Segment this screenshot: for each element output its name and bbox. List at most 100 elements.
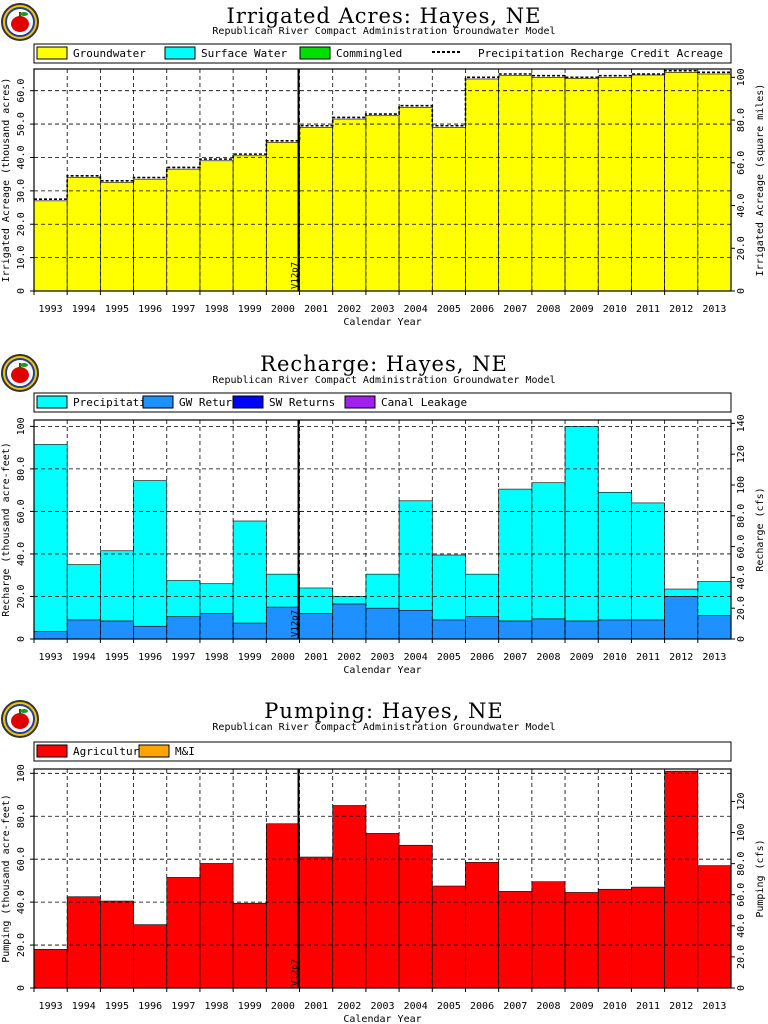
legend-swatch (138, 744, 170, 758)
x-tick-label: 2013 (702, 1001, 726, 1012)
y2-tick-label: 80.0 (736, 108, 747, 132)
legend-swatch (232, 395, 264, 409)
x-tick-label: 2010 (603, 652, 627, 663)
bar (332, 603, 367, 640)
legend-swatch (36, 744, 68, 758)
plot-frame (33, 419, 732, 640)
bar (498, 620, 533, 640)
x-tick-label: 2012 (669, 652, 693, 663)
x-tick-label: 2010 (603, 304, 627, 315)
y2-tick-label: 40.0 (736, 193, 747, 217)
plot-frame (33, 68, 732, 292)
chart-title: Irrigated Acres: Hayes, NE (226, 4, 542, 28)
x-tick-label: 2011 (636, 652, 660, 663)
x-tick-label: 2006 (470, 1001, 494, 1012)
bar (133, 625, 168, 640)
x-tick-label: 1998 (205, 652, 229, 663)
x-tick-label: 2005 (437, 1001, 461, 1012)
y2-tick-label: 100 (736, 68, 747, 86)
x-tick-label: 2009 (570, 304, 594, 315)
bar (365, 115, 400, 292)
y-tick-label: 80.0 (16, 804, 27, 828)
bar (266, 573, 300, 608)
model-version-label: V12p7 (291, 262, 301, 289)
x-tick-label: 2008 (536, 304, 560, 315)
bar (597, 77, 632, 292)
bar (299, 856, 334, 989)
x-tick-label: 2005 (437, 304, 461, 315)
legend-label: M&I (175, 745, 195, 758)
legend-label: Precipitation Recharge Credit Acreage (478, 47, 723, 60)
bar (33, 631, 68, 640)
x-tick-label: 2012 (669, 1001, 693, 1012)
bar (697, 865, 732, 989)
x-tick-label: 1998 (205, 304, 229, 315)
legend-label: GW Returns (179, 396, 245, 409)
y-tick-label: 0 (16, 288, 27, 294)
y2-tick-label: 60.0 (736, 535, 747, 559)
y-tick-label: 40.0 (16, 542, 27, 566)
bar (299, 127, 334, 292)
bar (465, 616, 499, 640)
x-tick-label: 1997 (171, 304, 195, 315)
bar (66, 177, 101, 292)
y-tick-label: 100 (16, 764, 27, 782)
bar (398, 107, 433, 292)
y2-tick-label: 40.0 (736, 565, 747, 589)
bar (631, 74, 665, 292)
x-tick-label: 1995 (105, 652, 129, 663)
bar (398, 609, 433, 640)
x-tick-label: 1993 (39, 652, 63, 663)
bar (232, 902, 267, 989)
bar (332, 805, 367, 989)
bar (564, 426, 599, 622)
y2-tick-label: 140 (736, 414, 747, 432)
x-tick-label: 1996 (138, 1001, 162, 1012)
bar (564, 78, 599, 292)
y-tick-label: 20.0 (16, 584, 27, 608)
bar (697, 73, 732, 292)
bar (597, 491, 632, 621)
x-tick-label: 2003 (370, 304, 394, 315)
bar (100, 550, 134, 622)
bar (664, 72, 699, 292)
x-tick-label: 1999 (238, 304, 262, 315)
x-tick-label: 2001 (304, 304, 328, 315)
x-tick-label: 1997 (171, 652, 195, 663)
bar (531, 618, 566, 640)
x-tick-label: 2010 (603, 1001, 627, 1012)
bar (697, 581, 732, 616)
bar (166, 580, 201, 617)
legend-label: Surface Water (201, 47, 287, 60)
chart-title: Pumping: Hayes, NE (264, 699, 504, 723)
y-tick-label: 60.0 (16, 847, 27, 871)
bar (431, 554, 466, 621)
y-tick-label: 40.0 (16, 145, 27, 169)
x-tick-label: 2013 (702, 304, 726, 315)
legend-box (33, 741, 732, 762)
bar (664, 596, 699, 640)
x-tick-label: 1995 (105, 304, 129, 315)
x-tick-label: 2002 (337, 1001, 361, 1012)
chart-subtitle: Republican River Compact Administration … (212, 375, 556, 386)
irrigated-acres-panel: Irrigated Acres: Hayes, NE Republican Ri… (0, 0, 768, 340)
x-tick-label: 2008 (536, 1001, 560, 1012)
line-series (34, 69, 731, 200)
bar (498, 75, 533, 292)
x-tick-label: 2009 (570, 652, 594, 663)
y2-tick-label: 20.0 (736, 945, 747, 969)
legend-swatch (299, 46, 331, 60)
y2-tick-label: 80.0 (736, 504, 747, 528)
y-tick-label: 40.0 (16, 890, 27, 914)
legend-label: Commingled (336, 47, 402, 60)
bar (564, 892, 599, 989)
apple-logo-icon (0, 353, 40, 393)
x-tick-label: 2006 (470, 304, 494, 315)
x-tick-label: 1998 (205, 1001, 229, 1012)
legend-swatch (344, 395, 376, 409)
bar (33, 949, 68, 989)
y2-axis-title: Recharge (cfs) (755, 487, 766, 571)
legend-label: Groundwater (73, 47, 146, 60)
x-axis-title: Calendar Year (343, 317, 421, 328)
y2-tick-label: 0 (736, 985, 747, 991)
